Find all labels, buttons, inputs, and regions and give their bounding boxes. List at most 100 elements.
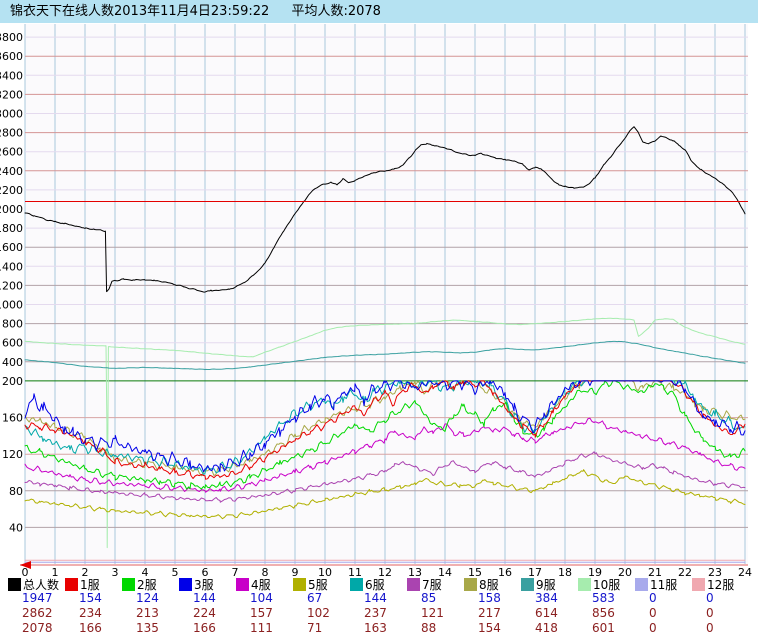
x-axis-label: 24 (738, 566, 752, 579)
legend-swatch-icon (122, 577, 135, 591)
legend-value-cur: 583 (592, 591, 615, 605)
legend-series-name: 总人数 (23, 577, 60, 592)
legend-header: 3服 (179, 577, 237, 592)
x-axis-label: 15 (468, 566, 482, 579)
plot-background (25, 24, 748, 565)
legend-header: 10服 (578, 577, 636, 592)
legend-item-8服: 8服 158 217 154 (464, 577, 522, 636)
legend-swatch-icon (236, 577, 249, 591)
legend-header: 6服 (350, 577, 408, 592)
legend-value-cur: 67 (307, 591, 323, 605)
y-axis-label: 80 (9, 485, 23, 498)
legend-value-cur: 0 (649, 591, 657, 605)
legend-value-av: 135 (136, 621, 159, 635)
x-axis-label: 18 (558, 566, 572, 579)
legend-value-cur: 85 (421, 591, 437, 605)
legend-series-name: 12服 (707, 577, 735, 592)
legend-header: 2服 (122, 577, 180, 592)
legend-header: 11服 (635, 577, 693, 592)
legend-value-av: 0 (649, 621, 657, 635)
legend-value-mx: 856 (592, 606, 615, 620)
legend-header: 12服 (692, 577, 750, 592)
x-axis-label: 8 (261, 566, 269, 579)
legend-swatch-icon (179, 577, 192, 591)
legend-value-mx: 213 (136, 606, 159, 620)
axis-arrow-icon (20, 561, 31, 569)
legend-item-12服: 12服 0 0 0 (692, 577, 750, 636)
x-axis-label: 21 (648, 566, 662, 579)
legend-swatch-icon (65, 577, 78, 591)
legend-header: 4服 (236, 577, 294, 592)
legend-item-5服: 5服 67 102 71 (293, 577, 351, 636)
legend-item-9服: 9服 384 614 418 (521, 577, 579, 636)
x-axis-label: 5 (171, 566, 179, 579)
series-line-10服 (24, 317, 746, 549)
series-line-总人数 (24, 126, 746, 293)
x-axis-label: 3 (111, 566, 119, 579)
series-line-9服 (24, 340, 746, 371)
x-axis-label: 7 (231, 566, 239, 579)
x-axis-label: 2 (81, 566, 89, 579)
legend-value-av: 154 (478, 621, 501, 635)
average-count-label: 平均人数:2078 (291, 4, 381, 19)
legend-swatch-icon (464, 577, 477, 591)
legend-value-cur: 154 (79, 591, 102, 605)
legend-value-av: 601 (592, 621, 615, 635)
x-axis-label: 6 (201, 566, 209, 579)
x-axis-label: 4 (141, 566, 149, 579)
y-axis-label: 3800 (0, 31, 23, 44)
legend-value-cur: 0 (706, 591, 714, 605)
y-axis-label: 2000 (0, 203, 23, 216)
legend-header: 7服 (407, 577, 465, 592)
legend-value-mx: 234 (79, 606, 102, 620)
series-line-7服 (24, 451, 746, 503)
legend-item-11服: 11服 0 0 0 (635, 577, 693, 636)
legend-value-mx: 121 (421, 606, 444, 620)
legend-value-mx: 237 (364, 606, 387, 620)
legend-series-name: 6服 (365, 577, 385, 592)
y-axis-label: 2400 (0, 165, 23, 178)
y-axis-label: 3200 (0, 88, 23, 101)
legend-swatch-icon (521, 577, 534, 591)
x-axis-label: 23 (708, 566, 722, 579)
y-axis-label: 1000 (0, 299, 23, 312)
legend-series-name: 3服 (194, 577, 214, 592)
y-axis-label: 2800 (0, 127, 23, 140)
legend-value-cur: 124 (136, 591, 159, 605)
legend-series-name: 9服 (536, 577, 556, 592)
x-axis-label: 10 (318, 566, 332, 579)
y-axis-label: 2200 (0, 184, 23, 197)
legend-value-av: 71 (307, 621, 323, 635)
legend-swatch-icon (8, 577, 21, 591)
y-axis-label: 600 (2, 337, 23, 350)
y-axis-label: 1400 (0, 260, 23, 273)
y-axis-label: 2600 (0, 146, 23, 159)
legend-item-1服: 1服 154 234 166 (65, 577, 123, 636)
legend-item-6服: 6服 144 237 163 (350, 577, 408, 636)
legend-value-cur: 104 (250, 591, 273, 605)
legend-value-cur: 1947 (22, 591, 53, 605)
legend-value-av: 166 (193, 621, 216, 635)
legend-value-mx: 102 (307, 606, 330, 620)
legend-series-name: 10服 (593, 577, 621, 592)
legend-series-name: 8服 (479, 577, 499, 592)
x-axis-label: 22 (678, 566, 692, 579)
y-axis-label: 3000 (0, 108, 23, 121)
legend-header: 9服 (521, 577, 579, 592)
x-axis-label: 1 (51, 566, 59, 579)
x-axis-label: 9 (291, 566, 299, 579)
legend-value-av: 166 (79, 621, 102, 635)
legend-series-name: 5服 (308, 577, 328, 592)
legend-value-cur: 384 (535, 591, 558, 605)
y-axis-label: 1200 (0, 279, 23, 292)
legend-value-av: 111 (250, 621, 273, 635)
legend-series-name: 4服 (251, 577, 271, 592)
legend-value-mx: 0 (649, 606, 657, 620)
legend-series-name: 2服 (137, 577, 157, 592)
legend-swatch-icon (293, 577, 306, 591)
page-title: 锦衣天下在线人数2013年11月4日23:59:22 (10, 4, 270, 19)
legend-value-av: 0 (706, 621, 714, 635)
